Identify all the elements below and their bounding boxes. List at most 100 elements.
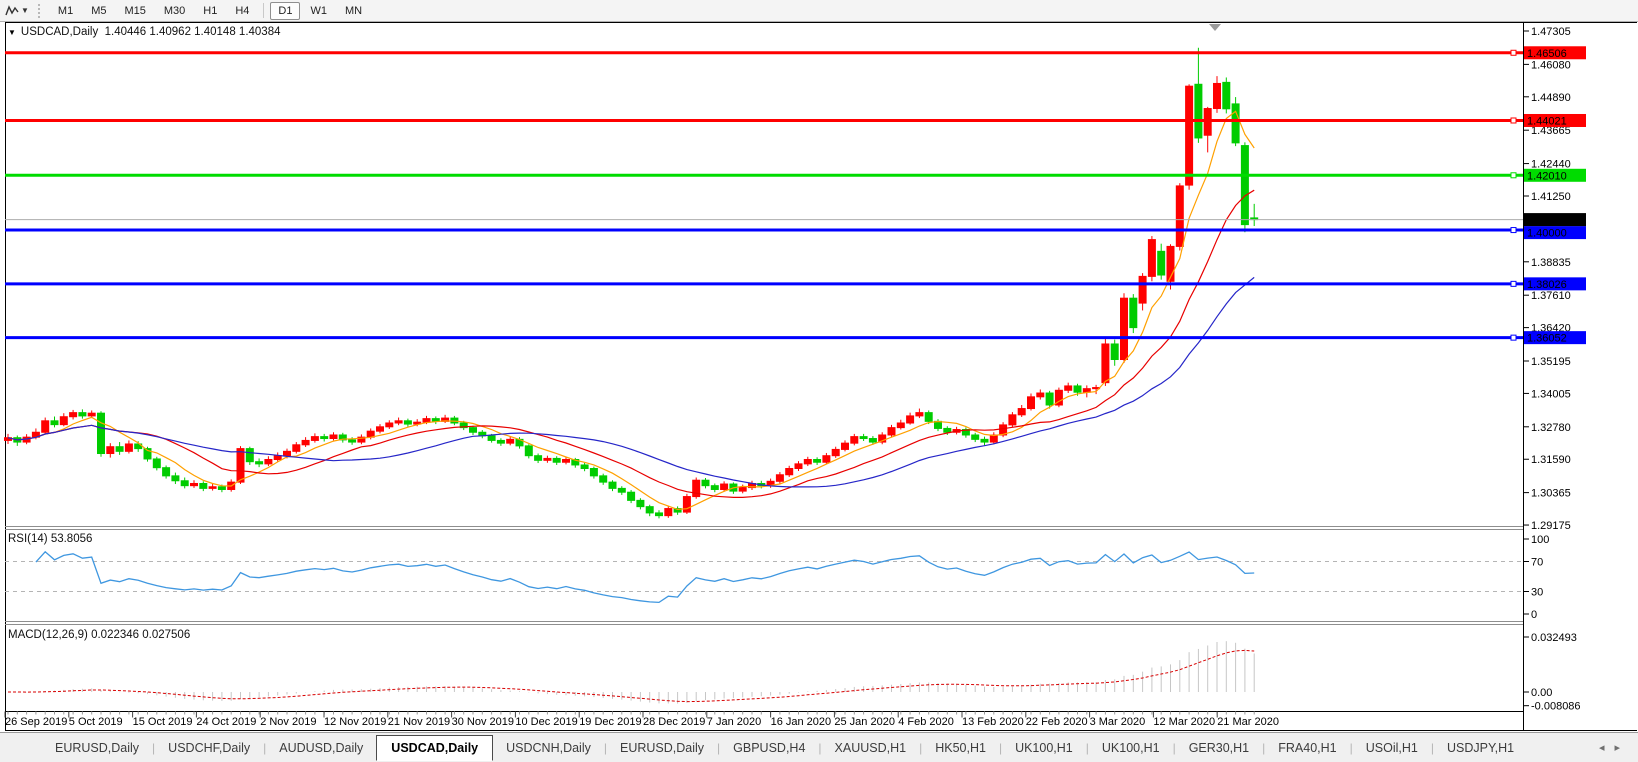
rsi-tick-label: 100 <box>1531 534 1549 546</box>
date-label: 28 Dec 2019 <box>643 716 705 728</box>
chart-tab-HK50-H1[interactable]: HK50,H1 <box>935 740 986 755</box>
tab-separator: | <box>1349 740 1353 755</box>
tab-scroll-left-icon[interactable]: ◂ <box>1598 742 1615 754</box>
date-label: 10 Dec 2019 <box>515 716 577 728</box>
tab-separator: | <box>717 740 721 755</box>
timeframe-button-MN[interactable]: MN <box>344 4 363 17</box>
chart-tab-USDCAD-Daily[interactable]: USDCAD,Daily <box>376 734 494 761</box>
hline-handle[interactable] <box>1510 227 1517 234</box>
chart-shift-marker[interactable] <box>1209 24 1221 31</box>
date-label: 3 Mar 2020 <box>1090 716 1146 728</box>
macd-histogram <box>16 641 1255 704</box>
date-label: 21 Nov 2019 <box>388 716 450 728</box>
price-level-1.46506-badge-text: 1.46506 <box>1527 48 1567 60</box>
timeframe-button-H4[interactable]: H4 <box>235 4 250 17</box>
chart-tab-UK100-H1[interactable]: UK100,H1 <box>1101 740 1160 755</box>
timeframe-toolbar: ▼ M1 M5 M15 M30 H1 H4 D1 W1 MN <box>0 0 1638 22</box>
chart-tab-UK100-H1[interactable]: UK100,H1 <box>1015 740 1073 755</box>
price-level-1.44021-badge <box>1524 113 1586 127</box>
macd-tick-label: 0.00 <box>1531 687 1552 699</box>
timeframe-button-W1[interactable]: W1 <box>310 4 327 17</box>
price-tick-label: 1.32780 <box>1531 422 1571 434</box>
tab-separator: | <box>152 740 156 755</box>
timeframe-button-M15[interactable]: M15 <box>124 4 146 17</box>
price-level-1.38026-badge-text: 1.38026 <box>1527 279 1567 291</box>
timeframe-buttons: M1 M5 M15 M30 H1 H4 D1 W1 MN <box>49 1 371 20</box>
date-label: 22 Feb 2020 <box>1026 716 1088 728</box>
price-tick-label: 1.42440 <box>1531 159 1571 171</box>
rsi-tick-label: 0 <box>1531 609 1537 621</box>
date-label: 21 Mar 2020 <box>1217 716 1279 728</box>
date-label: 24 Oct 2019 <box>196 716 256 728</box>
macd-indicator-label: MACD(12,26,9) 0.022346 0.027506 <box>8 629 191 641</box>
price-level-1.38026-badge <box>1524 277 1586 291</box>
price-level-1.46506-badge <box>1524 46 1586 60</box>
chart-tab-USDJPY-H1[interactable]: USDJPY,H1 <box>1446 740 1515 755</box>
macd-tick-label: -0.008086 <box>1531 701 1581 713</box>
timeframe-button-D1[interactable]: D1 <box>270 1 301 20</box>
date-label: 26 Sep 2019 <box>5 716 67 728</box>
ma-line-fast[interactable] <box>7 110 1255 511</box>
date-label: 25 Jan 2020 <box>834 716 895 728</box>
chart-title: ▼ USDCAD,Daily 1.40446 1.40962 1.40148 1… <box>8 26 281 38</box>
chart-tab-USOil-H1[interactable]: USOil,H1 <box>1365 740 1418 755</box>
symbol-dropdown-icon[interactable]: ▼ <box>8 27 16 37</box>
candles <box>4 47 1259 519</box>
symbol-ohlc-text: USDCAD,Daily 1.40446 1.40962 1.40148 1.4… <box>20 26 281 38</box>
toolbar-grip[interactable] <box>37 3 44 18</box>
ma-line-slow[interactable] <box>7 276 1255 488</box>
hline-handle[interactable] <box>1510 334 1517 341</box>
price-level-1.36052-badge <box>1524 331 1586 345</box>
tab-separator: | <box>1172 740 1176 755</box>
macd-tick-label: 0.032493 <box>1531 632 1577 644</box>
chart-tab-GER30-H1[interactable]: GER30,H1 <box>1188 740 1250 755</box>
chart-tab-GBPUSD-H4[interactable]: GBPUSD,H4 <box>733 740 806 755</box>
chart-tab-XAUUSD-H1[interactable]: XAUUSD,H1 <box>834 740 907 755</box>
date-label: 13 Feb 2020 <box>962 716 1024 728</box>
price-tick-label: 1.30365 <box>1531 488 1571 500</box>
tab-separator: | <box>818 740 822 755</box>
chart-tab-EURUSD-Daily[interactable]: EURUSD,Daily <box>619 740 705 755</box>
chart-tab-FRA40-H1[interactable]: FRA40,H1 <box>1278 740 1337 755</box>
timeframe-button-M1[interactable]: M1 <box>57 4 74 17</box>
hline-handle[interactable] <box>1510 280 1517 287</box>
tab-separator: | <box>1085 740 1089 755</box>
date-label: 15 Oct 2019 <box>133 716 193 728</box>
hline-handle[interactable] <box>1510 117 1517 124</box>
rsi-tick-label: 30 <box>1531 587 1543 599</box>
chart-tabs: EURUSD,Daily | USDCHF,Daily | AUDUSD,Daily US… <box>42 734 1527 761</box>
tab-scroll-right-icon[interactable]: ▸ <box>1614 742 1630 754</box>
timeframe-button-M5[interactable]: M5 <box>91 4 107 17</box>
chart-tab-bar: EURUSD,Daily | USDCHF,Daily | AUDUSD,Daily US… <box>0 732 1638 762</box>
timeframe-button-M30[interactable]: M30 <box>163 4 186 17</box>
price-level-1.40000-badge <box>1524 226 1586 240</box>
date-label: 4 Feb 2020 <box>898 716 954 728</box>
date-axis <box>4 711 1255 718</box>
chart-tab-USDCNH-Daily[interactable]: USDCNH,Daily <box>506 740 591 755</box>
price-tick-label: 1.37610 <box>1531 290 1571 302</box>
price-level-1.36052-badge-text: 1.36052 <box>1527 333 1567 345</box>
rsi-line <box>35 550 1255 604</box>
price-tick-label: 1.41250 <box>1531 191 1571 203</box>
price-tick-label: 1.31590 <box>1531 454 1571 466</box>
price-tick-label: 1.44890 <box>1531 92 1571 104</box>
date-label: 5 Oct 2019 <box>69 716 123 728</box>
cursor-tool-dropdown-icon[interactable]: ▼ <box>21 6 29 15</box>
chart-tab-AUDUSD-Daily[interactable]: AUDUSD,Daily <box>279 740 364 755</box>
chart-tab-EURUSD-Daily[interactable]: EURUSD,Daily <box>55 740 140 755</box>
hline-handle[interactable] <box>1510 172 1517 179</box>
price-tick-label: 1.43665 <box>1531 125 1571 137</box>
ma-line-medium[interactable] <box>7 189 1255 498</box>
hline-handle[interactable] <box>1510 49 1517 56</box>
rsi-indicator-label: RSI(14) 53.8056 <box>8 533 93 545</box>
date-label: 30 Nov 2019 <box>452 716 514 728</box>
current-price-badge-text: 1.40384 <box>1527 215 1567 227</box>
price-tick-label: 1.34005 <box>1531 388 1571 400</box>
macd-signal-line <box>8 649 1255 703</box>
cursor-tool-icon[interactable] <box>4 4 20 18</box>
timeframe-button-H1[interactable]: H1 <box>203 4 218 17</box>
chart-tab-USDCHF-Daily[interactable]: USDCHF,Daily <box>168 740 251 755</box>
price-tick-label: 1.46080 <box>1531 59 1571 71</box>
date-label: 19 Dec 2019 <box>579 716 641 728</box>
